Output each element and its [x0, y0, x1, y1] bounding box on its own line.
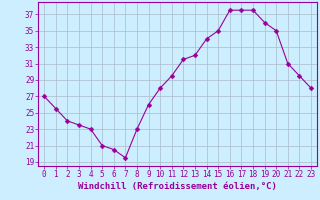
- X-axis label: Windchill (Refroidissement éolien,°C): Windchill (Refroidissement éolien,°C): [78, 182, 277, 191]
